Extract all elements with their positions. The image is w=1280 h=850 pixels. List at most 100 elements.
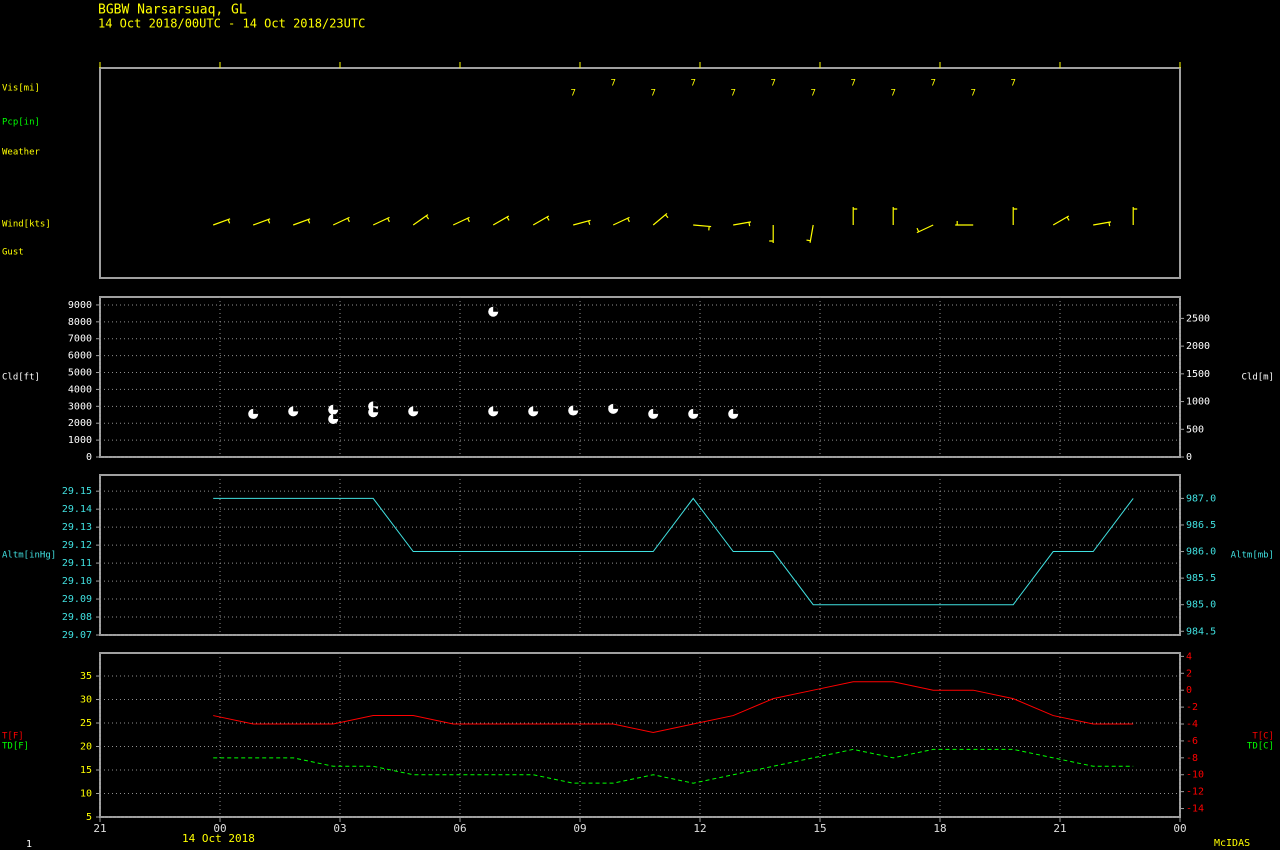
- wind-barb: [292, 218, 311, 226]
- y2-tick-label: -2: [1186, 702, 1198, 713]
- cloud-cover-wedge: [373, 407, 379, 413]
- cloud-cover-wedge: [613, 403, 619, 409]
- y-tick-label: 30: [80, 695, 92, 706]
- y2-tick-label: 0: [1186, 685, 1192, 696]
- y-tick-label: 9000: [68, 300, 92, 311]
- y2-tick-label: 1500: [1186, 369, 1210, 380]
- y-tick-label: 5: [86, 812, 92, 823]
- y-tick-label: 29.10: [62, 576, 92, 587]
- cloud-cover-wedge: [733, 408, 739, 414]
- wind-barb: [806, 224, 814, 243]
- y2-axis-label: Altm[mb]: [1231, 551, 1274, 561]
- time-range: 14 Oct 2018/00UTC - 14 Oct 2018/23UTC: [98, 17, 365, 31]
- wind-barb: [412, 214, 430, 226]
- cloud-cover-wedge: [373, 401, 379, 407]
- y-tick-label: 29.07: [62, 630, 92, 641]
- cloud-cover-wedge: [333, 413, 339, 419]
- wind-barb: [332, 216, 350, 226]
- y2-tick-label: -12: [1186, 787, 1204, 798]
- panel-frame: [99, 67, 1181, 279]
- y2-tick-label: 4: [1186, 651, 1192, 662]
- cloud-cover-wedge: [573, 405, 579, 411]
- y-tick-label: 29.08: [62, 612, 92, 623]
- x-tick-label: 15: [813, 822, 826, 835]
- cloud-cover-wedge: [333, 404, 339, 410]
- row-label: Vis[mi]: [2, 84, 40, 94]
- visibility-value: 7: [650, 89, 655, 99]
- series-name: TD[C]: [1247, 742, 1274, 752]
- cloud-cover-wedge: [533, 406, 539, 412]
- visibility-value: 7: [930, 79, 935, 89]
- cloud-cover-wedge: [293, 406, 299, 412]
- y-tick-label: 35: [80, 671, 92, 682]
- panel-frame: [99, 652, 1181, 818]
- station-title: BGBW Narsarsuaq, GL: [98, 3, 247, 18]
- wind-barb: [252, 218, 271, 226]
- wind-barb: [492, 215, 510, 226]
- cloud-cover-wedge: [653, 408, 659, 414]
- y2-tick-label: 500: [1186, 424, 1204, 435]
- wind-barb: [652, 212, 669, 226]
- visibility-value: 7: [810, 89, 815, 99]
- y-tick-label: 29.11: [62, 558, 92, 569]
- y-tick-label: 20: [80, 742, 92, 753]
- y-tick-label: 29.13: [62, 522, 92, 533]
- y-tick-label: 7000: [68, 334, 92, 345]
- y-tick-label: 3000: [68, 401, 92, 412]
- y2-tick-label: -10: [1186, 770, 1204, 781]
- y2-tick-label: -4: [1186, 719, 1198, 730]
- wind-barb: [769, 225, 774, 243]
- panel-frame: [99, 474, 1181, 636]
- y2-tick-label: 2: [1186, 668, 1192, 679]
- visibility-value: 7: [610, 79, 615, 89]
- wind-barb: [212, 218, 231, 226]
- y-tick-label: 25: [80, 718, 92, 729]
- y-tick-label: 4000: [68, 384, 92, 395]
- wind-barb: [955, 221, 974, 226]
- y2-tick-label: 1000: [1186, 397, 1210, 408]
- row-label: Weather: [2, 148, 41, 158]
- series-line: [213, 497, 1134, 606]
- visibility-value: 7: [770, 79, 775, 89]
- wind-barb: [693, 224, 712, 231]
- wind-barb: [452, 216, 470, 226]
- y2-tick-label: 0: [1186, 452, 1192, 463]
- visibility-value: 7: [570, 89, 575, 99]
- x-tick-label: 21: [93, 822, 106, 835]
- wind-barb: [852, 207, 858, 225]
- x-tick-label: 00: [1173, 822, 1186, 835]
- cloud-cover-wedge: [693, 408, 699, 414]
- wind-barb: [1132, 207, 1138, 225]
- page-number: 1: [26, 839, 32, 850]
- y-tick-label: 29.15: [62, 486, 92, 497]
- y2-tick-label: 986.0: [1186, 547, 1216, 558]
- wind-barb: [1093, 221, 1112, 227]
- y-axis-label: Cld[ft]: [2, 373, 40, 383]
- y2-tick-label: 987.0: [1186, 493, 1216, 504]
- row-label: Wind[kts]: [2, 220, 51, 230]
- brand: McIDAS: [1214, 838, 1250, 849]
- y-tick-label: 10: [80, 789, 92, 800]
- y-tick-label: 29.12: [62, 540, 92, 551]
- y2-tick-label: 985.5: [1186, 573, 1216, 584]
- y2-tick-label: -14: [1186, 804, 1204, 815]
- x-tick-label: 06: [453, 822, 466, 835]
- y2-tick-label: 2000: [1186, 341, 1210, 352]
- wind-barb: [1012, 207, 1018, 225]
- cloud-cover-wedge: [493, 306, 499, 312]
- y-tick-label: 5000: [68, 368, 92, 379]
- axis-date: 14 Oct 2018: [182, 832, 255, 845]
- visibility-value: 7: [890, 89, 895, 99]
- row-label: Gust: [2, 248, 24, 258]
- y-axis-label: TD[F]: [2, 742, 29, 752]
- y2-axis-label: Cld[m]: [1241, 373, 1274, 383]
- visibility-value: 7: [690, 79, 695, 89]
- cloud-cover-wedge: [253, 408, 259, 414]
- y-tick-label: 29.14: [62, 504, 92, 515]
- x-tick-label: 03: [333, 822, 346, 835]
- y-tick-label: 15: [80, 765, 92, 776]
- x-tick-label: 09: [573, 822, 586, 835]
- x-tick-label: 12: [693, 822, 706, 835]
- row-label: Pcp[in]: [2, 118, 40, 128]
